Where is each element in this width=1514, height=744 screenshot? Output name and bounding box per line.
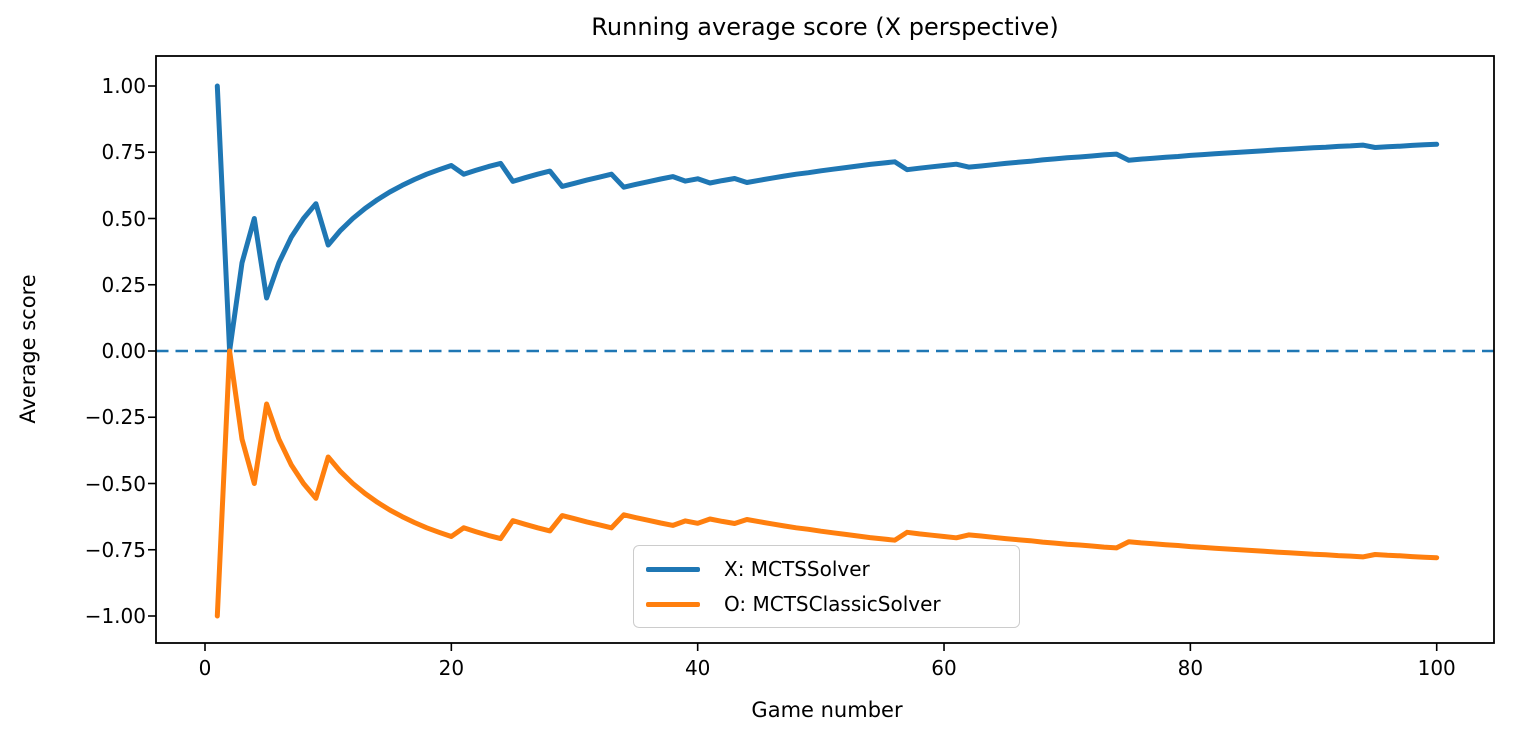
x-tick-label: 60 (931, 656, 957, 680)
series-line-x-mctssolver (214, 83, 1440, 354)
x-tick-label: 20 (438, 656, 465, 680)
plot-border (155, 55, 1495, 644)
legend-item-x: X: MCTSSolver (646, 557, 1019, 581)
y-tick-label: 0.75 (101, 140, 146, 165)
x-tick-label: 80 (1177, 656, 1204, 680)
y-axis-label: Average score (16, 274, 40, 424)
legend-label-o: O: MCTSClassicSolver (724, 592, 941, 616)
y-tick-label: −0.25 (84, 405, 146, 430)
y-tick-label: −0.75 (84, 537, 146, 562)
y-tick-label: 0.00 (101, 339, 146, 363)
chart-title: Running average score (X perspective) (591, 13, 1059, 41)
legend-item-o: O: MCTSClassicSolver (646, 592, 1019, 616)
legend-line-sample-orange (646, 601, 700, 607)
y-tick-label: 0.50 (101, 206, 146, 231)
y-tick-label: −0.50 (84, 471, 146, 496)
x-tick-label: 100 (1417, 656, 1456, 680)
x-tick-label: 40 (684, 656, 711, 680)
y-tick-label: 0.25 (101, 272, 146, 297)
x-axis-label: Game number (751, 698, 903, 722)
x-tick-label: 0 (198, 656, 212, 680)
y-tick-label: 1.00 (101, 74, 146, 98)
series-line-o-mctsclassicsolver (214, 348, 1440, 619)
legend-label-x: X: MCTSSolver (724, 557, 870, 581)
legend: X: MCTSSolver O: MCTSClassicSolver (633, 545, 1020, 628)
legend-line-sample-blue (646, 566, 700, 572)
y-tick-label: −1.00 (84, 604, 146, 628)
